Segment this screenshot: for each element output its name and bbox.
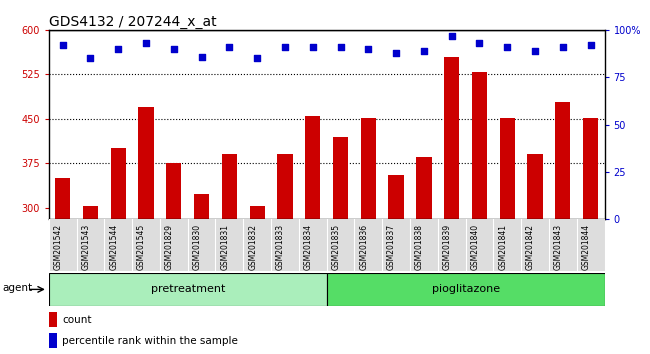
Bar — [278, 154, 292, 219]
Text: GSM201830: GSM201830 — [192, 224, 202, 270]
Bar — [49, 333, 57, 348]
Text: GSM201831: GSM201831 — [220, 224, 229, 270]
Text: GSM201837: GSM201837 — [387, 224, 396, 270]
Point — [447, 33, 457, 39]
Bar — [250, 206, 265, 219]
Bar — [527, 154, 543, 219]
Text: agent: agent — [3, 283, 32, 293]
Point — [252, 56, 263, 61]
Bar — [83, 206, 98, 219]
Point — [141, 40, 151, 46]
Text: GSM201832: GSM201832 — [248, 224, 257, 270]
Text: GSM201543: GSM201543 — [81, 224, 90, 270]
Text: GSM201542: GSM201542 — [54, 224, 62, 270]
Point — [196, 54, 207, 59]
Point — [586, 42, 596, 48]
Bar — [444, 57, 460, 219]
Bar — [305, 116, 320, 219]
Point — [280, 44, 290, 50]
Text: GSM201545: GSM201545 — [137, 224, 146, 270]
Bar — [194, 194, 209, 219]
Text: GSM201841: GSM201841 — [499, 224, 507, 270]
Text: GSM201842: GSM201842 — [526, 224, 535, 270]
Text: GSM201838: GSM201838 — [415, 224, 424, 270]
Bar — [555, 102, 571, 219]
Text: GSM201840: GSM201840 — [471, 224, 480, 270]
Text: GSM201836: GSM201836 — [359, 224, 369, 270]
Point — [85, 56, 96, 61]
Bar — [49, 273, 326, 306]
Text: pretreatment: pretreatment — [151, 284, 225, 295]
Text: GSM201834: GSM201834 — [304, 224, 313, 270]
Point — [57, 42, 68, 48]
Bar — [500, 118, 515, 219]
Bar — [138, 107, 153, 219]
Text: GSM201839: GSM201839 — [443, 224, 452, 270]
Bar — [389, 175, 404, 219]
Point — [224, 44, 235, 50]
Point — [502, 44, 512, 50]
Bar — [416, 157, 432, 219]
Point — [391, 50, 401, 56]
Point — [363, 46, 374, 52]
Point — [168, 46, 179, 52]
Text: GSM201844: GSM201844 — [582, 224, 591, 270]
Point — [474, 40, 485, 46]
Point — [307, 44, 318, 50]
Text: GSM201835: GSM201835 — [332, 224, 341, 270]
Point — [113, 46, 124, 52]
Point — [419, 48, 429, 54]
Text: GSM201833: GSM201833 — [276, 224, 285, 270]
Text: GSM201829: GSM201829 — [165, 224, 174, 270]
Bar — [55, 178, 70, 219]
Bar — [472, 72, 487, 219]
Text: GSM201843: GSM201843 — [554, 224, 563, 270]
Text: GSM201544: GSM201544 — [109, 224, 118, 270]
Bar — [326, 273, 604, 306]
Text: percentile rank within the sample: percentile rank within the sample — [62, 336, 238, 346]
Text: pioglitazone: pioglitazone — [432, 284, 500, 295]
Bar — [222, 154, 237, 219]
Bar — [361, 118, 376, 219]
Point — [558, 44, 568, 50]
Bar — [583, 118, 598, 219]
Point — [530, 48, 540, 54]
Text: count: count — [62, 315, 92, 325]
Bar — [166, 163, 181, 219]
Point — [335, 44, 346, 50]
Bar — [49, 312, 57, 327]
Text: GDS4132 / 207244_x_at: GDS4132 / 207244_x_at — [49, 15, 216, 29]
Bar — [111, 148, 126, 219]
Bar — [333, 137, 348, 219]
